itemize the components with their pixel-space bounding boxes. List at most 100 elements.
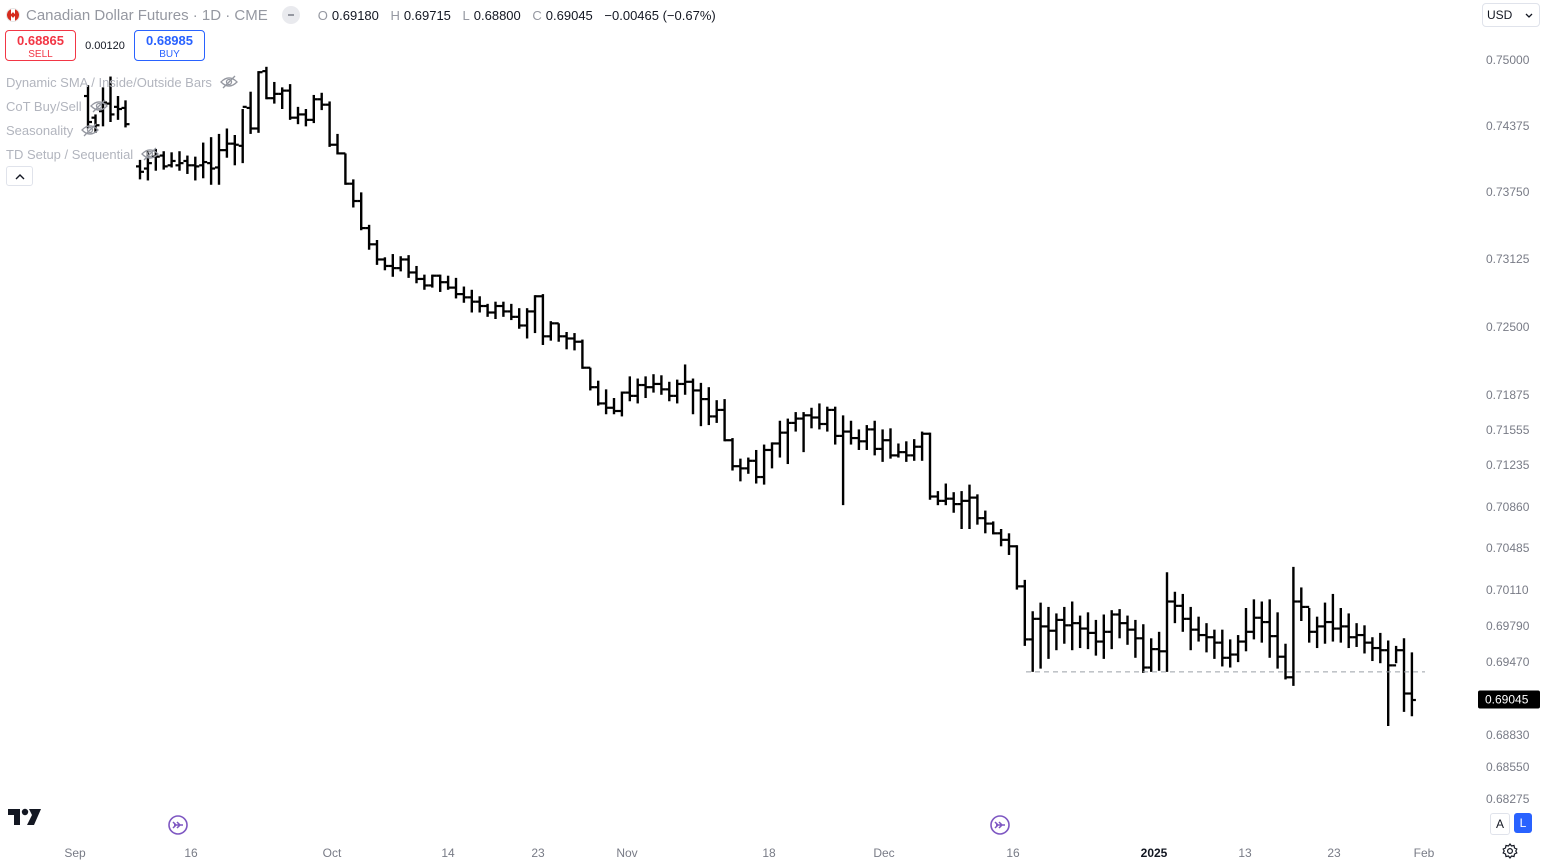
ohlc-bar [886, 428, 895, 459]
time-tick-label: Sep [64, 846, 86, 860]
ohlc-bar [207, 137, 216, 185]
ohlc-bar [815, 403, 824, 430]
ohlc-bar [1352, 623, 1361, 647]
open-value: 0.69180 [331, 7, 379, 23]
indicator-item[interactable]: CoT Buy/Sell [6, 94, 238, 118]
time-tick-label: 2025 [1141, 846, 1168, 860]
chevron-down-icon [1525, 13, 1533, 18]
ohlc-bar [854, 429, 863, 450]
ohlc-bar [1170, 591, 1179, 624]
ohlc-bar [625, 376, 634, 402]
ohlc-bar [768, 442, 776, 469]
ohlc-bar [491, 301, 500, 320]
ohlc-bar [965, 484, 974, 529]
ohlc-bar [286, 84, 295, 120]
ohlc-bar [523, 308, 532, 339]
time-tick-label: 23 [531, 846, 545, 860]
ohlc-bar [610, 398, 618, 415]
ohlc-bar [696, 382, 705, 427]
log-scale-button[interactable]: L [1514, 813, 1532, 833]
price-tick-label: 0.73125 [1486, 252, 1530, 266]
ohlc-bar [1060, 606, 1069, 644]
ohlc-bar [1336, 608, 1345, 643]
eye-slash-icon[interactable] [89, 99, 108, 113]
ohlc-bar [507, 303, 516, 321]
indicator-item[interactable]: TD Setup / Sequential [6, 142, 238, 166]
buy-button[interactable]: 0.68985 BUY [134, 30, 205, 61]
jump-arrow-icon[interactable] [990, 815, 1010, 835]
ohlc-bar [949, 492, 958, 513]
ohlc-bar [106, 76, 115, 123]
indicator-name: CoT Buy/Sell [6, 98, 82, 114]
ohlc-bar [388, 254, 397, 277]
ohlc-bar [1273, 612, 1282, 669]
price-tick-label: 0.75000 [1486, 53, 1530, 67]
ohlc-bar [215, 133, 223, 185]
indicator-item[interactable]: Dynamic SMA / Inside/Outside Bars [6, 70, 238, 94]
collapse-indicators-button[interactable] [6, 166, 33, 186]
hide-series-button[interactable] [281, 6, 300, 24]
ohlc-bar [317, 92, 326, 111]
time-tick-label: 16 [1006, 846, 1020, 860]
jump-arrow-icon[interactable] [168, 815, 188, 835]
ohlc-bar [799, 412, 808, 453]
ohlc-bars [84, 66, 1416, 726]
ohlc-bar [1328, 593, 1337, 642]
indicator-item[interactable]: Seasonality [6, 118, 238, 142]
ohlc-bar [294, 106, 302, 125]
price-axis[interactable]: 0.75000 0.74375 0.73750 0.73125 0.72500 0.718… [1486, 53, 1530, 806]
ohlc-bar [1242, 608, 1250, 652]
settings-icon[interactable] [1502, 843, 1518, 859]
time-axis[interactable]: Sep 16 Oct 14 23 Nov 18 Dec 16 2025 13 23 Feb [64, 846, 1434, 860]
time-tick-label: 18 [762, 846, 776, 860]
change-value: −0.00465 (−0.67%) [604, 7, 716, 23]
currency-select[interactable]: USD [1482, 3, 1540, 27]
ohlc-bar [1186, 606, 1195, 651]
ohlc-bar [357, 192, 366, 231]
ohlc-bar [1068, 601, 1077, 651]
price-tick-label: 0.70110 [1486, 583, 1529, 597]
tradingview-logo-icon[interactable] [8, 808, 42, 826]
close-label: C [532, 7, 542, 23]
symbol-title[interactable]: Canadian Dollar Futures · 1D · CME [26, 6, 268, 24]
ohlc-bar [997, 528, 1006, 547]
ohlc-bar [594, 380, 603, 406]
ohlc-bar [380, 257, 389, 271]
price-tick-label: 0.70860 [1486, 500, 1530, 514]
ohlc-bar [1226, 639, 1235, 668]
ohlc-bar [1052, 613, 1061, 651]
ohlc-bar [475, 296, 484, 313]
eye-slash-icon[interactable] [81, 123, 100, 137]
ohlc-bar [633, 378, 642, 404]
price-tick-label: 0.72500 [1486, 320, 1530, 334]
ohlc-bar [641, 376, 650, 399]
ohlc-bar [238, 105, 247, 164]
ohlc-bar [175, 151, 184, 171]
ohlc-bar [752, 449, 761, 484]
ohlc-bar [1234, 635, 1243, 663]
ohlc-bar [246, 91, 255, 134]
auto-scale-button[interactable]: A [1490, 813, 1510, 835]
ohlc-bar [278, 87, 287, 110]
ohlc-bar [862, 425, 871, 450]
eye-slash-icon[interactable] [141, 147, 160, 161]
indicator-name: Dynamic SMA / Inside/Outside Bars [6, 74, 212, 90]
ohlc-bar [1107, 610, 1116, 650]
ohlc-bar [760, 444, 769, 485]
ohlc-bar [704, 387, 713, 426]
eye-slash-icon[interactable] [220, 75, 238, 89]
ohlc-bar [1360, 625, 1369, 654]
ohlc-bar [689, 378, 697, 415]
currency-value: USD [1487, 8, 1513, 22]
ohlc-bar [1163, 572, 1171, 672]
ohlc-bar [791, 412, 800, 432]
high-value: 0.69715 [403, 7, 451, 23]
ohlc-bar [222, 128, 231, 158]
ohlc-bar [1218, 629, 1227, 667]
ohlc-bar [681, 364, 690, 395]
ohlc-bar [499, 301, 508, 317]
ohlc-bar [365, 224, 374, 250]
ohlc-bar [114, 96, 122, 120]
sell-button[interactable]: 0.68865 SELL [5, 30, 76, 61]
